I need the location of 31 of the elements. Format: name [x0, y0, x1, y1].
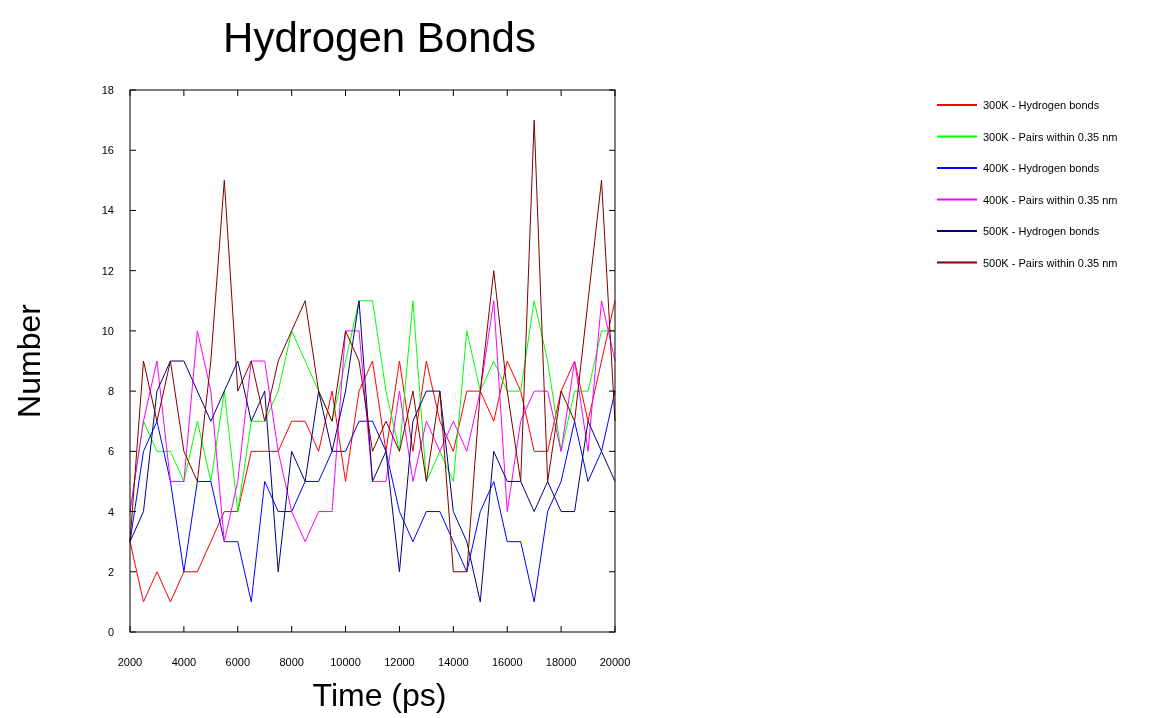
- y-tick-label: 18: [101, 84, 114, 96]
- x-tick-label: 2000: [117, 656, 143, 668]
- y-tick-label: 4: [107, 505, 114, 518]
- line-series: [129, 119, 616, 573]
- legend-label: 400K - Pairs within 0.35 nm: [983, 193, 1118, 206]
- y-tick-label: 12: [101, 264, 114, 277]
- x-tick-label: 14000: [438, 656, 469, 668]
- legend-label: 500K - Pairs within 0.35 nm: [983, 256, 1118, 269]
- x-tick-label: 20000: [599, 656, 631, 668]
- y-tick-label: 6: [107, 445, 114, 458]
- legend-label: 300K - Pairs within 0.35 nm: [983, 130, 1118, 143]
- y-tick-label: 0: [107, 626, 114, 638]
- x-tick-label: 18000: [545, 656, 577, 668]
- x-tick-label: 16000: [491, 656, 523, 668]
- x-tick-label: 4000: [171, 656, 197, 668]
- y-tick-label: 14: [101, 204, 114, 217]
- legend-label: 500K - Hydrogen bonds: [983, 225, 1100, 237]
- y-tick-label: 10: [101, 324, 114, 337]
- line-series: [129, 300, 616, 603]
- x-axis-title: Time (ps): [312, 677, 447, 713]
- chart-title: Hydrogen Bonds: [223, 14, 536, 61]
- x-tick-label: 12000: [384, 656, 415, 668]
- y-axis-title: Number: [11, 303, 47, 418]
- y-tick-label: 16: [101, 144, 114, 157]
- y-tick-label: 2: [107, 565, 114, 578]
- x-tick-label: 10000: [330, 656, 361, 668]
- x-tick-label: 8000: [279, 656, 304, 668]
- legend-label: 300K - Hydrogen bonds: [983, 99, 1100, 111]
- y-tick-label: 8: [107, 385, 114, 398]
- x-tick-label: 6000: [225, 656, 251, 668]
- legend-label: 400K - Hydrogen bonds: [983, 162, 1100, 174]
